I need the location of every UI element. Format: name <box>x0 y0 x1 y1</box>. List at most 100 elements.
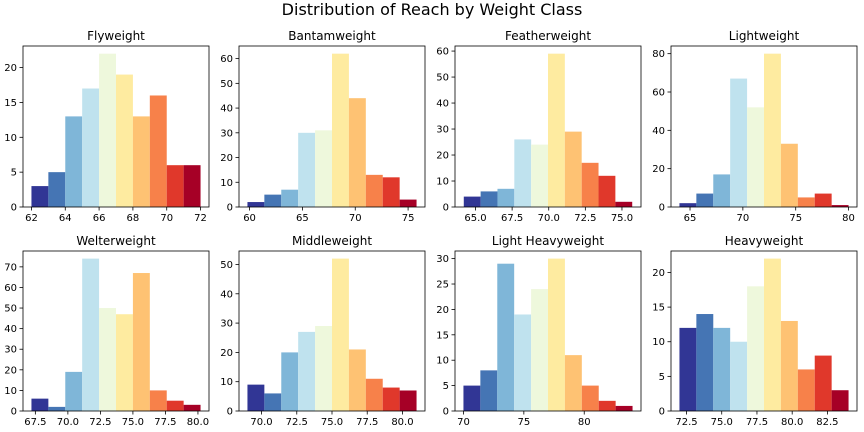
x-tick-label: 72.5 <box>89 417 111 428</box>
x-tick-label: 72 <box>194 213 207 224</box>
subplot-title: Bantamweight <box>288 29 376 43</box>
subplot-3: Featherweight 65.0 67.5 70.0 72.5 75.0 0 10 20 30… <box>436 29 642 224</box>
x-tick-label: 67.5 <box>501 213 523 224</box>
histogram-bar <box>247 202 265 207</box>
x-tick-label: 77.5 <box>746 417 768 428</box>
x-tick-label: 72.5 <box>675 417 697 428</box>
histogram-bar <box>581 385 599 411</box>
y-tick-label: 20 <box>652 268 665 279</box>
y-tick-label: 80 <box>652 49 665 60</box>
histogram-bar <box>814 355 832 411</box>
histogram-bar <box>264 194 282 207</box>
histogram-bar <box>183 404 201 411</box>
y-tick-label: 10 <box>220 377 233 388</box>
x-tick-label: 72.5 <box>574 213 596 224</box>
y-tick-label: 40 <box>652 126 665 137</box>
histogram-bar <box>598 175 616 207</box>
y-tick-label: 10 <box>652 337 665 348</box>
histogram-bar <box>365 378 383 411</box>
y-tick-label: 50 <box>220 79 233 90</box>
y-tick-label: 60 <box>436 47 449 58</box>
y-tick-label: 40 <box>4 324 17 335</box>
histogram-bar <box>514 314 532 411</box>
y-tick-label: 25 <box>436 280 449 291</box>
x-tick-label: 77.5 <box>356 417 378 428</box>
x-tick-label: 80 <box>578 417 591 428</box>
y-tick-label: 0 <box>11 203 17 214</box>
histogram-bar <box>48 172 66 207</box>
figure-title: Distribution of Reach by Weight Class <box>281 0 583 19</box>
x-tick-label: 65.0 <box>464 213 486 224</box>
x-tick-label: 70 <box>349 213 362 224</box>
subplot-8: Heavyweight 72.5 75.0 77.5 80.0 82.5 0 5 10 15 20 <box>652 234 858 428</box>
x-tick-label: 62 <box>25 213 38 224</box>
x-tick-label: 75 <box>789 213 802 224</box>
y-tick-label: 10 <box>4 133 17 144</box>
y-tick-label: 60 <box>652 88 665 99</box>
y-tick-label: 5 <box>11 168 17 179</box>
subplot-title: Flyweight <box>87 29 145 43</box>
histogram-bar <box>548 258 565 411</box>
x-tick-label: 75.0 <box>122 417 144 428</box>
y-tick-label: 50 <box>4 304 17 315</box>
y-tick-label: 40 <box>436 99 449 110</box>
y-tick-label: 10 <box>220 178 233 189</box>
histogram-bar <box>679 203 697 207</box>
y-tick-label: 60 <box>220 54 233 65</box>
x-tick-label: 80.0 <box>391 417 413 428</box>
histogram-bar <box>764 258 781 411</box>
histogram-bar <box>132 116 150 207</box>
axes-frame <box>454 45 642 208</box>
histogram-bar <box>463 196 481 207</box>
y-tick-label: 15 <box>652 303 665 314</box>
x-tick-label: 70 <box>457 417 470 428</box>
histogram-bar <box>332 53 349 207</box>
y-tick-label: 0 <box>659 203 665 214</box>
y-tick-label: 10 <box>4 386 17 397</box>
histogram-bar <box>615 405 633 411</box>
x-tick-label: 65 <box>684 213 697 224</box>
histogram-bar <box>149 390 167 411</box>
x-tick-label: 75.0 <box>611 213 633 224</box>
histogram-bar <box>48 406 66 411</box>
histogram-bar <box>548 53 565 207</box>
histogram-bar <box>514 139 532 207</box>
histogram-bar <box>348 98 366 207</box>
axes-frame <box>670 45 858 208</box>
histogram-bar <box>615 201 633 207</box>
histogram-bar <box>480 191 498 207</box>
histogram-bar <box>581 162 599 207</box>
y-tick-label: 15 <box>4 98 17 109</box>
histogram-bar <box>696 314 714 411</box>
x-tick-label: 70.0 <box>57 417 79 428</box>
subplot-5: Welterweight 67.5 70.0 72.5 75.0 77.5 80.0 0 10 2… <box>4 234 210 428</box>
axes-frame <box>22 250 210 412</box>
subplot-title: Light Heavyweight <box>492 234 604 248</box>
y-tick-label: 20 <box>4 365 17 376</box>
histogram-bar <box>399 199 417 207</box>
y-tick-label: 50 <box>436 73 449 84</box>
histogram-bar <box>99 53 116 207</box>
x-tick-label: 64 <box>59 213 72 224</box>
y-tick-label: 20 <box>652 164 665 175</box>
histogram-bar <box>399 390 417 411</box>
y-tick-label: 30 <box>436 125 449 136</box>
x-tick-label: 80.0 <box>781 417 803 428</box>
subplot-title: Heavyweight <box>725 234 804 248</box>
histogram-bar <box>116 74 133 207</box>
x-tick-label: 75 <box>402 213 415 224</box>
y-tick-label: 30 <box>220 128 233 139</box>
y-tick-label: 10 <box>436 177 449 188</box>
subplot-title: Featherweight <box>505 29 591 43</box>
histogram-bar <box>281 352 299 411</box>
histogram-bar <box>730 341 748 411</box>
x-tick-label: 77.5 <box>154 417 176 428</box>
y-tick-label: 70 <box>4 262 17 273</box>
y-tick-label: 0 <box>11 407 17 418</box>
histogram-bar <box>247 384 265 411</box>
histogram-bar <box>797 197 815 207</box>
histogram-bar <box>65 371 83 411</box>
histogram-bar <box>747 107 764 207</box>
histogram-bar <box>497 188 515 207</box>
